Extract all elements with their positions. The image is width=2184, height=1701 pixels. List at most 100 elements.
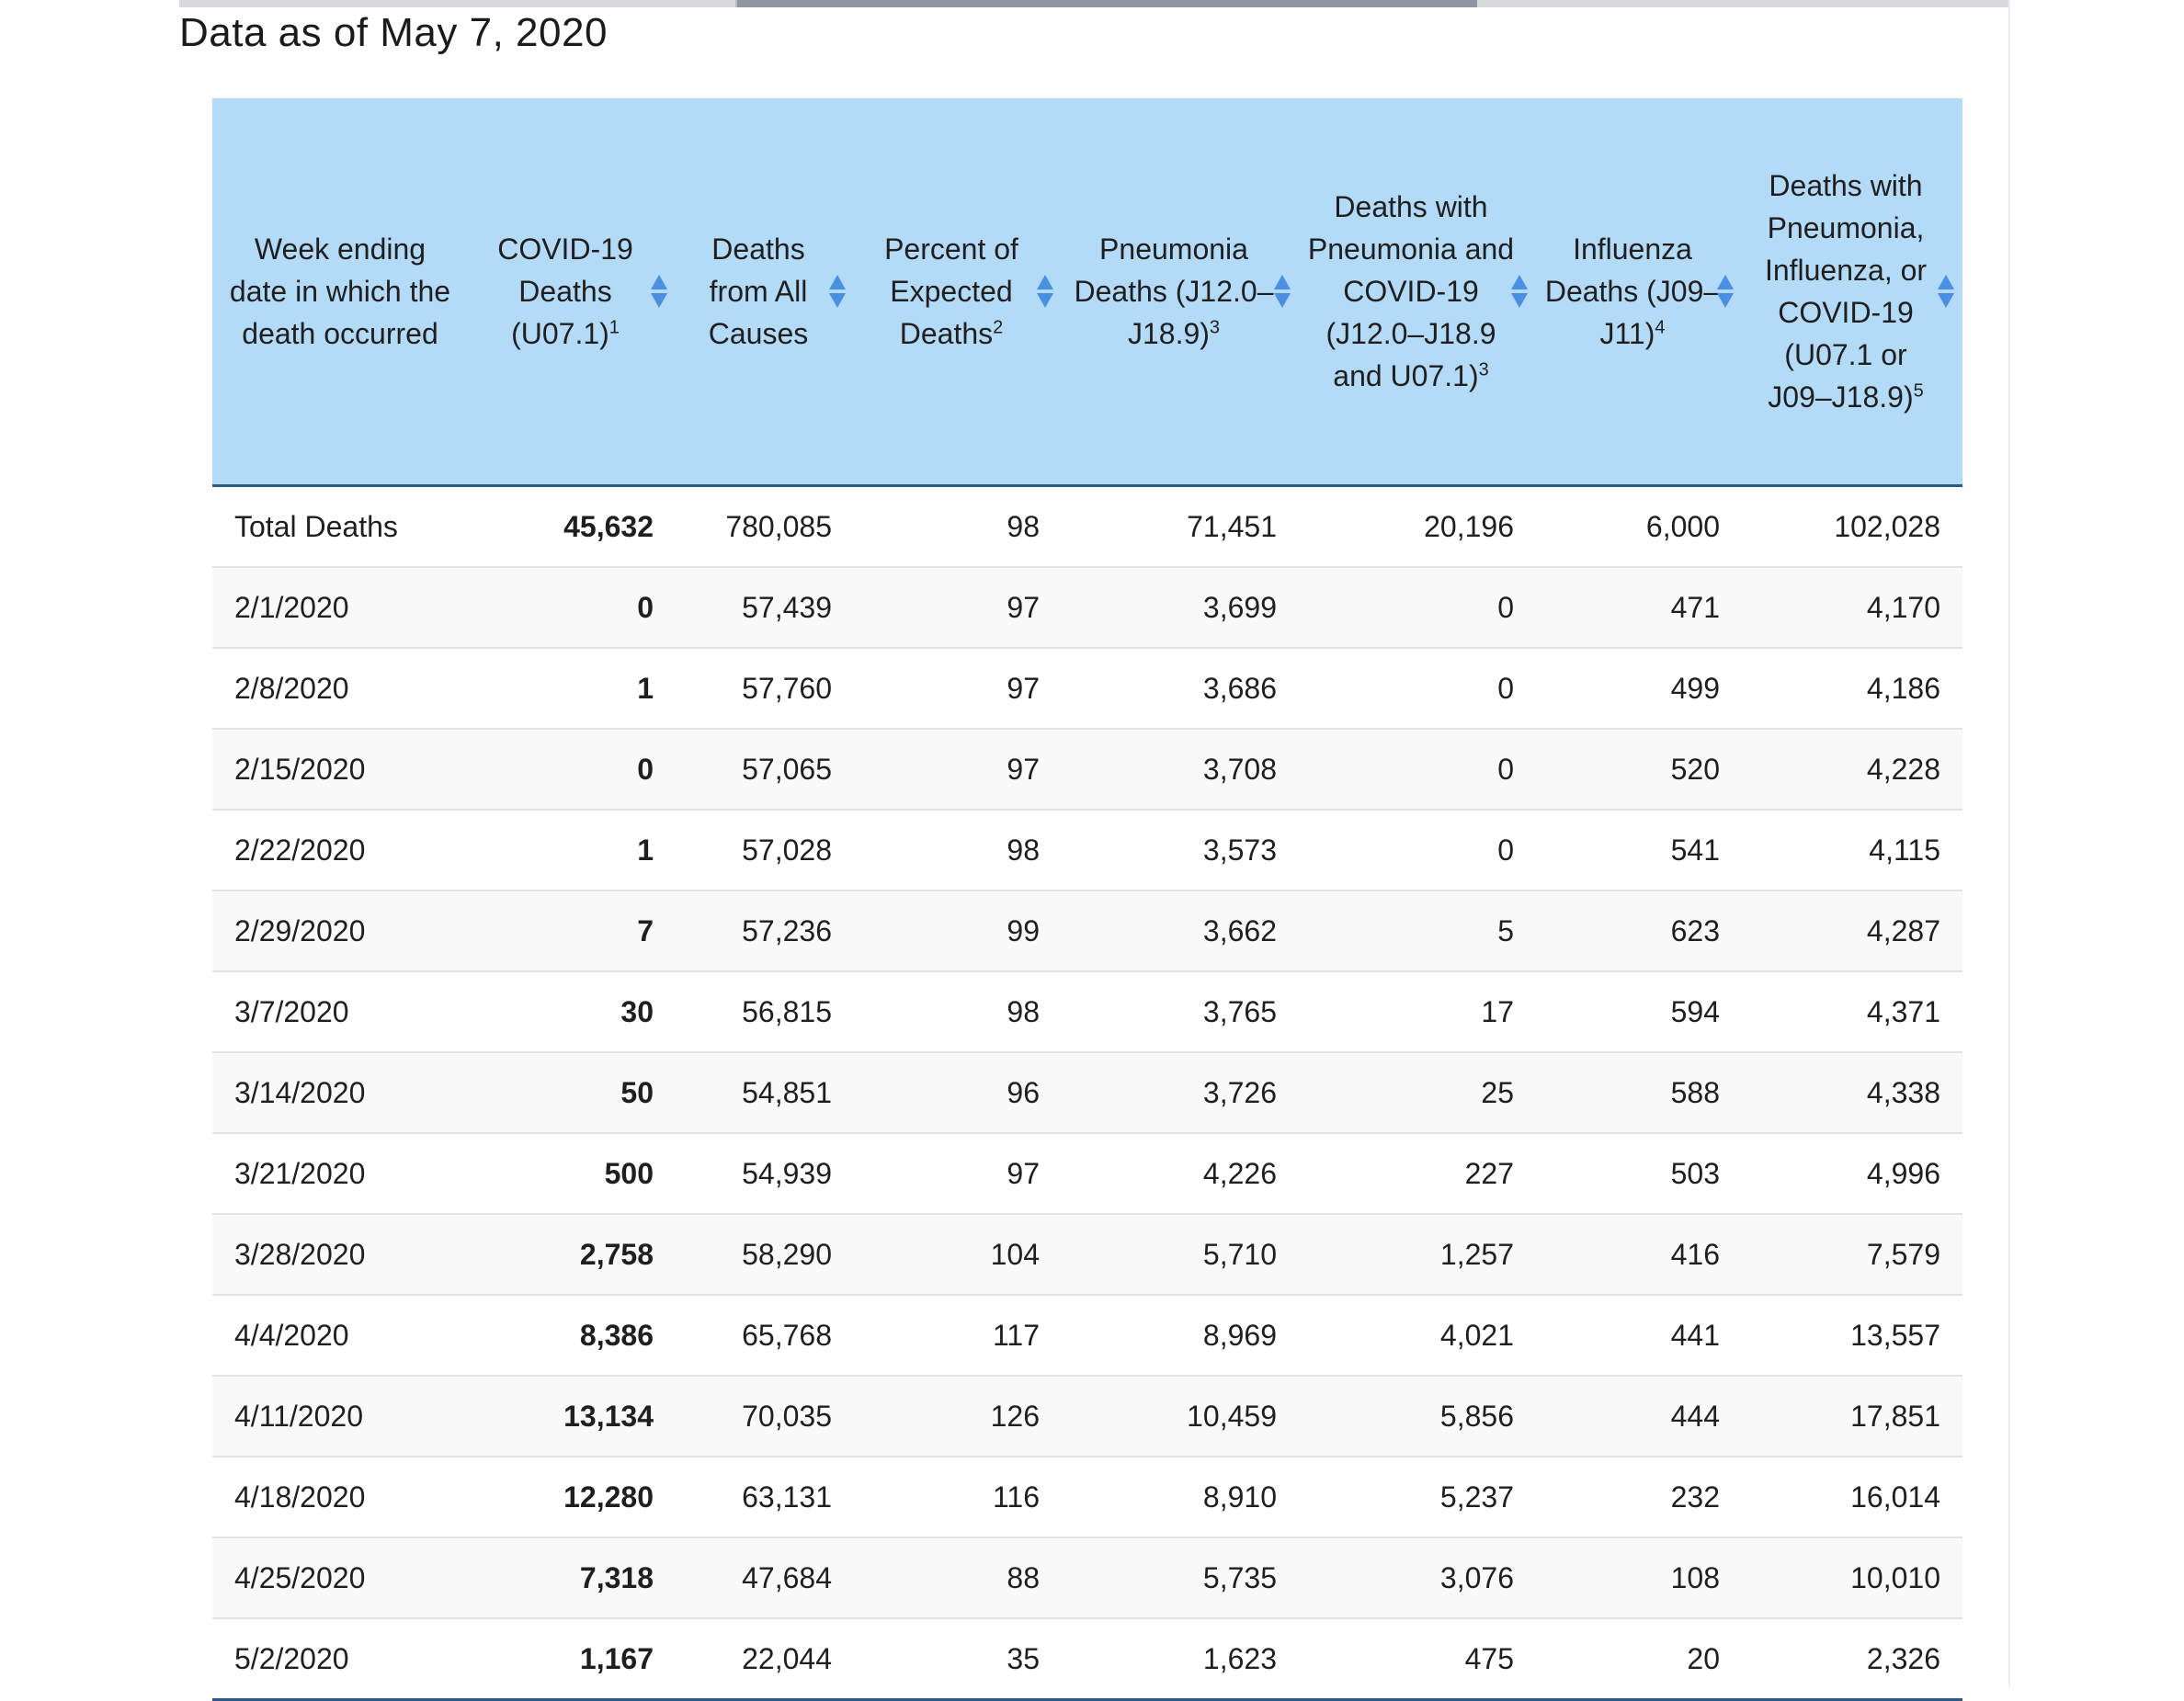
sort-icon[interactable]: [1716, 274, 1735, 309]
row-label-cell: 4/25/2020: [212, 1537, 468, 1619]
column-header-8[interactable]: Deaths with Pneumonia, Influenza, or COV…: [1742, 98, 1962, 487]
data-cell-col-3: 54,851: [676, 1052, 854, 1134]
data-cell-col-2: 12,280: [468, 1457, 676, 1538]
sort-ascending-arrow: [1511, 275, 1528, 289]
table-header-row: Week ending date in which the death occu…: [212, 98, 1962, 487]
data-cell-col-2: 13,134: [468, 1376, 676, 1457]
data-cell-col-2: 30: [468, 971, 676, 1053]
sort-icon[interactable]: [1510, 274, 1529, 309]
sort-descending-arrow: [1037, 293, 1053, 308]
data-cell-col-7: 588: [1536, 1052, 1742, 1134]
data-cell-col-8: 4,115: [1742, 810, 1962, 891]
column-header-label: COVID-19 Deaths (U07.1): [497, 232, 633, 350]
column-header-3[interactable]: Deaths from All Causes: [676, 98, 854, 487]
sort-icon[interactable]: [1937, 274, 1955, 309]
column-header-4[interactable]: Percent of Expected Deaths2: [854, 98, 1062, 487]
deaths-table: Week ending date in which the death occu…: [212, 98, 1962, 1701]
scrollbar-thumb[interactable]: [737, 0, 1477, 7]
data-cell-col-6: 5: [1299, 890, 1536, 972]
data-cell-col-8: 4,186: [1742, 648, 1962, 730]
data-cell-col-2: 50: [468, 1052, 676, 1134]
table-row: 4/25/2020 7,318 47,684 88 5,735 3,076 108 10,01…: [212, 1537, 1962, 1619]
data-cell-col-3: 57,065: [676, 729, 854, 811]
data-cell-col-7: 444: [1536, 1376, 1742, 1457]
column-header-2[interactable]: COVID-19 Deaths (U07.1)1: [468, 98, 676, 487]
table-row: 2/15/2020 0 57,065 97 3,708 0 520 4,228: [212, 729, 1962, 811]
footnote-marker: 2: [993, 317, 1004, 338]
data-cell-col-2: 500: [468, 1133, 676, 1215]
data-cell-col-5: 3,686: [1062, 648, 1299, 730]
data-cell-col-5: 3,726: [1062, 1052, 1299, 1134]
data-cell-col-4: 98: [854, 810, 1062, 891]
table-row: 4/18/2020 12,280 63,131 116 8,910 5,237 232 16,…: [212, 1457, 1962, 1538]
data-cell-col-5: 5,710: [1062, 1214, 1299, 1296]
data-cell-col-2: 7,318: [468, 1537, 676, 1619]
data-cell-col-6: 4,021: [1299, 1295, 1536, 1377]
data-cell-col-4: 98: [854, 485, 1062, 568]
deaths-table-container: Week ending date in which the death occu…: [212, 98, 1962, 1701]
column-header-label: Deaths with Pneumonia and COVID-19 (J12.…: [1307, 190, 1515, 392]
sort-icon[interactable]: [650, 274, 668, 309]
data-cell-col-6: 0: [1299, 648, 1536, 730]
column-header-6[interactable]: Deaths with Pneumonia and COVID-19 (J12.…: [1299, 98, 1536, 487]
data-cell-col-5: 10,459: [1062, 1376, 1299, 1457]
row-label-cell: 3/21/2020: [212, 1133, 468, 1215]
row-label-cell: 3/7/2020: [212, 971, 468, 1053]
data-as-of-heading: Data as of May 7, 2020: [179, 10, 608, 55]
table-body: Total Deaths 45,632 780,085 98 71,451 20,196 6…: [212, 485, 1962, 1701]
data-cell-col-7: 499: [1536, 648, 1742, 730]
horizontal-scrollbar[interactable]: [179, 0, 2008, 7]
data-cell-col-6: 0: [1299, 567, 1536, 649]
data-cell-col-3: 780,085: [676, 485, 854, 568]
data-cell-col-7: 623: [1536, 890, 1742, 972]
data-cell-col-4: 104: [854, 1214, 1062, 1296]
data-cell-col-4: 35: [854, 1618, 1062, 1701]
sort-descending-arrow: [829, 293, 846, 308]
column-header-7[interactable]: Influenza Deaths (J09–J11)4: [1536, 98, 1742, 487]
data-cell-col-5: 3,708: [1062, 729, 1299, 811]
column-header-label: Percent of Expected Deaths: [884, 232, 1018, 350]
sort-ascending-arrow: [1717, 275, 1734, 289]
data-cell-col-4: 97: [854, 648, 1062, 730]
data-cell-col-8: 4,287: [1742, 890, 1962, 972]
table-row: 3/7/2020 30 56,815 98 3,765 17 594 4,371: [212, 971, 1962, 1053]
data-cell-col-8: 10,010: [1742, 1537, 1962, 1619]
sort-icon[interactable]: [1273, 274, 1291, 309]
column-header-5[interactable]: Pneumonia Deaths (J12.0–J18.9)3: [1062, 98, 1299, 487]
table-row: 3/21/2020 500 54,939 97 4,226 227 503 4,996: [212, 1133, 1962, 1215]
column-header-1: Week ending date in which the death occu…: [212, 98, 468, 487]
sort-icon[interactable]: [1036, 274, 1054, 309]
row-label-cell: 4/4/2020: [212, 1295, 468, 1377]
sort-ascending-arrow: [1037, 275, 1053, 289]
column-header-label: Deaths from All Causes: [708, 232, 809, 350]
sort-ascending-arrow: [651, 275, 667, 289]
sort-ascending-arrow: [1274, 275, 1291, 289]
data-cell-col-4: 99: [854, 890, 1062, 972]
data-cell-col-6: 0: [1299, 810, 1536, 891]
data-cell-col-2: 2,758: [468, 1214, 676, 1296]
column-header-label: Pneumonia Deaths (J12.0–J18.9): [1074, 232, 1274, 350]
data-cell-col-6: 5,856: [1299, 1376, 1536, 1457]
data-cell-col-7: 541: [1536, 810, 1742, 891]
data-cell-col-4: 97: [854, 729, 1062, 811]
table-row: 4/4/2020 8,386 65,768 117 8,969 4,021 441 13,55…: [212, 1295, 1962, 1377]
data-cell-col-7: 108: [1536, 1537, 1742, 1619]
data-cell-col-7: 520: [1536, 729, 1742, 811]
row-label-cell: 4/18/2020: [212, 1457, 468, 1538]
data-cell-col-5: 71,451: [1062, 485, 1299, 568]
data-cell-col-8: 17,851: [1742, 1376, 1962, 1457]
sort-descending-arrow: [1274, 293, 1291, 308]
data-cell-col-5: 3,765: [1062, 971, 1299, 1053]
sort-descending-arrow: [1717, 293, 1734, 308]
data-cell-col-4: 126: [854, 1376, 1062, 1457]
row-label-cell: 5/2/2020: [212, 1618, 468, 1701]
data-cell-col-6: 17: [1299, 971, 1536, 1053]
data-cell-col-8: 2,326: [1742, 1618, 1962, 1701]
sort-descending-arrow: [1938, 293, 1954, 308]
footnote-marker: 3: [1478, 359, 1489, 380]
data-cell-col-2: 45,632: [468, 485, 676, 568]
data-cell-col-6: 0: [1299, 729, 1536, 811]
data-cell-col-8: 7,579: [1742, 1214, 1962, 1296]
row-label-cell: 2/15/2020: [212, 729, 468, 811]
sort-icon[interactable]: [828, 274, 847, 309]
